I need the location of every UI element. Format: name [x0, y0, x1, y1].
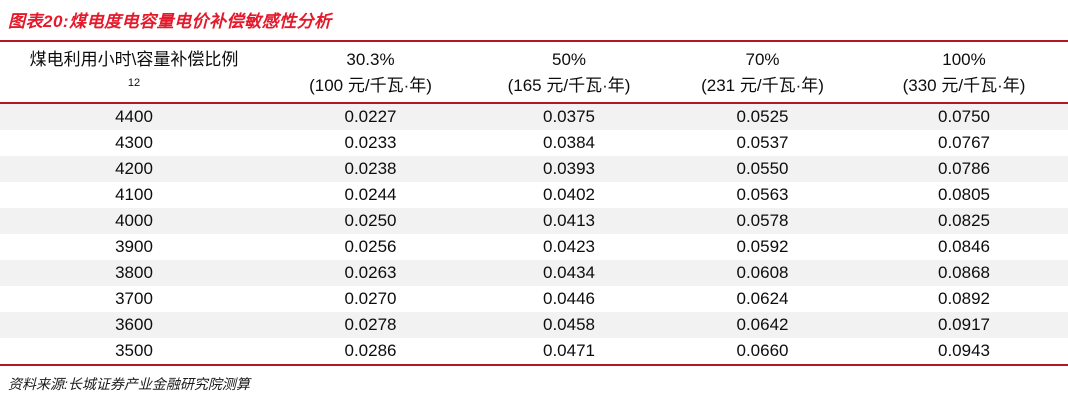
value-cell: 0.0238	[344, 159, 397, 178]
table-row: 4100 0.0244 0.0402 0.0563 0.0805	[0, 182, 1068, 208]
value-cell: 0.0563	[736, 185, 789, 204]
table-row: 3800 0.0263 0.0434 0.0608 0.0868	[0, 260, 1068, 286]
table-row: 3500 0.0286 0.0471 0.0660 0.0943	[0, 338, 1068, 365]
table-row: 4200 0.0238 0.0393 0.0550 0.0786	[0, 156, 1068, 182]
corner-footnote-marker: 12	[127, 77, 141, 89]
value-cell: 0.0846	[938, 237, 990, 256]
hours-cell: 4200	[115, 159, 153, 178]
hours-cell: 4300	[115, 133, 153, 152]
column-unit-label: (330 元/千瓦·年)	[902, 76, 1026, 95]
column-header-70pct: 70% (231 元/千瓦·年)	[665, 41, 860, 104]
value-cell: 0.0892	[938, 289, 990, 308]
table-header: 煤电利用小时\容量补偿比例 12 30.3% (100 元/千瓦·年) 50% …	[0, 41, 1068, 104]
figure-title: 图表20:煤电度电容量电价补偿敏感性分析	[8, 12, 332, 31]
value-cell: 0.0270	[344, 289, 397, 308]
column-header-30pct: 30.3% (100 元/千瓦·年)	[268, 41, 473, 104]
table-row: 3600 0.0278 0.0458 0.0642 0.0917	[0, 312, 1068, 338]
column-unit-label: (231 元/千瓦·年)	[701, 76, 824, 95]
value-cell: 0.0384	[543, 133, 595, 152]
value-cell: 0.0642	[736, 315, 789, 334]
hours-cell: 3500	[115, 341, 153, 360]
value-cell: 0.0805	[938, 185, 990, 204]
value-cell: 0.0868	[938, 263, 990, 282]
column-header-100pct: 100% (330 元/千瓦·年)	[860, 41, 1068, 104]
value-cell: 0.0446	[543, 289, 595, 308]
value-cell: 0.0458	[543, 315, 595, 334]
value-cell: 0.0256	[344, 237, 397, 256]
value-cell: 0.0278	[344, 315, 397, 334]
sensitivity-table: 煤电利用小时\容量补偿比例 12 30.3% (100 元/千瓦·年) 50% …	[0, 40, 1068, 366]
column-pct-label: 70%	[745, 50, 780, 69]
value-cell: 0.0750	[938, 107, 990, 126]
column-pct-label: 50%	[551, 50, 587, 69]
table-row: 4400 0.0227 0.0375 0.0525 0.0750	[0, 103, 1068, 130]
value-cell: 0.0592	[736, 237, 789, 256]
value-cell: 0.0608	[736, 263, 789, 282]
value-cell: 0.0786	[938, 159, 990, 178]
table-body: 4400 0.0227 0.0375 0.0525 0.0750 4300 0.0233 0.…	[0, 103, 1068, 365]
corner-header-cell: 煤电利用小时\容量补偿比例 12	[0, 41, 268, 104]
hours-cell: 4400	[115, 107, 153, 126]
value-cell: 0.0578	[736, 211, 789, 230]
value-cell: 0.0767	[938, 133, 990, 152]
value-cell: 0.0244	[344, 185, 397, 204]
source-note: 资料来源:长城证券产业金融研究院测算	[8, 376, 250, 392]
column-unit-label: (100 元/千瓦·年)	[309, 76, 432, 95]
value-cell: 0.0233	[344, 133, 397, 152]
hours-cell: 4100	[115, 185, 153, 204]
value-cell: 0.0434	[543, 263, 595, 282]
hours-cell: 3700	[115, 289, 153, 308]
hours-cell: 3900	[115, 237, 153, 256]
value-cell: 0.0413	[543, 211, 595, 230]
value-cell: 0.0471	[543, 341, 595, 360]
value-cell: 0.0624	[736, 289, 789, 308]
value-cell: 0.0943	[938, 341, 990, 360]
value-cell: 0.0660	[736, 341, 789, 360]
value-cell: 0.0402	[543, 185, 595, 204]
value-cell: 0.0825	[938, 211, 990, 230]
table-row: 3700 0.0270 0.0446 0.0624 0.0892	[0, 286, 1068, 312]
table-row: 4000 0.0250 0.0413 0.0578 0.0825	[0, 208, 1068, 234]
column-unit-label: (165 元/千瓦·年)	[507, 76, 631, 95]
value-cell: 0.0423	[543, 237, 595, 256]
hours-cell: 4000	[115, 211, 153, 230]
corner-header-label: 煤电利用小时\容量补偿比例	[29, 50, 239, 69]
column-pct-label: 100%	[942, 50, 986, 69]
value-cell: 0.0550	[736, 159, 789, 178]
header-row: 煤电利用小时\容量补偿比例 12 30.3% (100 元/千瓦·年) 50% …	[0, 41, 1068, 104]
value-cell: 0.0393	[543, 159, 595, 178]
column-header-50pct: 50% (165 元/千瓦·年)	[473, 41, 665, 104]
value-cell: 0.0286	[344, 341, 397, 360]
value-cell: 0.0250	[344, 211, 397, 230]
value-cell: 0.0917	[938, 315, 990, 334]
value-cell: 0.0263	[344, 263, 397, 282]
value-cell: 0.0525	[736, 107, 789, 126]
hours-cell: 3800	[115, 263, 153, 282]
value-cell: 0.0375	[543, 107, 595, 126]
value-cell: 0.0537	[736, 133, 789, 152]
hours-cell: 3600	[115, 315, 153, 334]
column-pct-label: 30.3%	[346, 50, 395, 69]
value-cell: 0.0227	[344, 107, 397, 126]
table-row: 4300 0.0233 0.0384 0.0537 0.0767	[0, 130, 1068, 156]
table-row: 3900 0.0256 0.0423 0.0592 0.0846	[0, 234, 1068, 260]
